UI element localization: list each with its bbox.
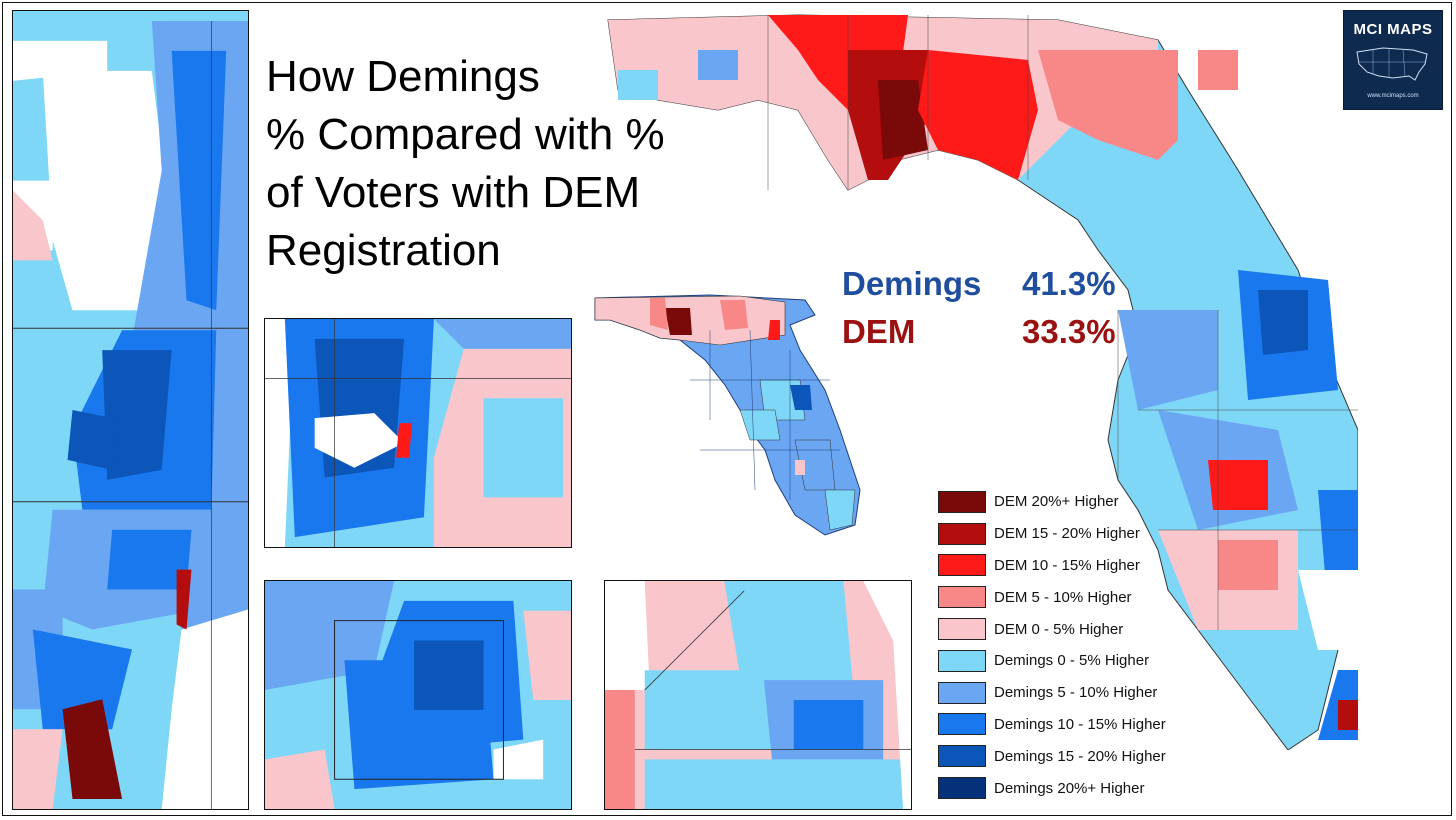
logo-text: MCI MAPS [1353,21,1433,38]
legend-swatch [938,618,986,641]
title-line-4: Registration [266,226,501,275]
legend-item: DEM 20%+ Higher [938,486,1198,518]
inset-southeast-coast [12,10,249,810]
legend-item: DEM 15 - 20% Higher [938,518,1198,550]
legend-swatch [938,681,986,704]
legend-swatch [938,713,986,736]
legend-label: DEM 5 - 10% Higher [994,588,1132,606]
us-map-icon [1356,47,1428,81]
dem-label: DEM [842,313,916,350]
title-line-2: % Compared with % [266,110,665,159]
legend-item: DEM 5 - 10% Higher [938,581,1198,613]
precinct-map [598,10,1388,751]
legend-swatch [938,745,986,768]
legend-swatch [938,522,986,545]
mci-maps-logo: MCI MAPS www.mcimaps.com [1343,10,1443,110]
legend-label: DEM 10 - 15% Higher [994,556,1140,574]
legend: DEM 20%+ Higher DEM 15 - 20% Higher DEM … [938,486,1198,804]
demings-value: 41.3% [1022,265,1116,302]
inset-orlando [264,580,572,810]
inset-jacksonville [604,580,912,810]
title-line-1: How Demings [266,52,540,101]
legend-label: Demings 10 - 15% Higher [994,715,1166,733]
legend-item: Demings 20%+ Higher [938,772,1198,804]
legend-label: Demings 0 - 5% Higher [994,652,1150,670]
county-map [590,290,870,540]
legend-label: DEM 20%+ Higher [994,493,1119,511]
legend-item: DEM 0 - 5% Higher [938,613,1198,645]
title-line-3: of Voters with DEM [266,168,641,217]
legend-swatch [938,649,986,672]
legend-swatch [938,554,986,577]
legend-swatch [938,490,986,513]
legend-label: Demings 20%+ Higher [994,779,1145,797]
inset-tampa-bay [264,318,572,548]
legend-item: Demings 15 - 20% Higher [938,740,1198,772]
map-title: How Demings % Compared with % of Voters … [266,48,786,280]
logo-url: www.mcimaps.com [1367,93,1419,99]
legend-label: Demings 5 - 10% Higher [994,684,1158,702]
legend-item: Demings 10 - 15% Higher [938,709,1198,741]
legend-item: Demings 5 - 10% Higher [938,677,1198,709]
demings-label: Demings [842,265,982,302]
legend-item: DEM 10 - 15% Higher [938,550,1198,582]
legend-item: Demings 0 - 5% Higher [938,645,1198,677]
legend-swatch [938,777,986,800]
legend-label: DEM 0 - 5% Higher [994,620,1124,638]
dem-value: 33.3% [1022,313,1116,350]
legend-swatch [938,586,986,609]
legend-label: Demings 15 - 20% Higher [994,747,1166,765]
legend-label: DEM 15 - 20% Higher [994,525,1140,543]
